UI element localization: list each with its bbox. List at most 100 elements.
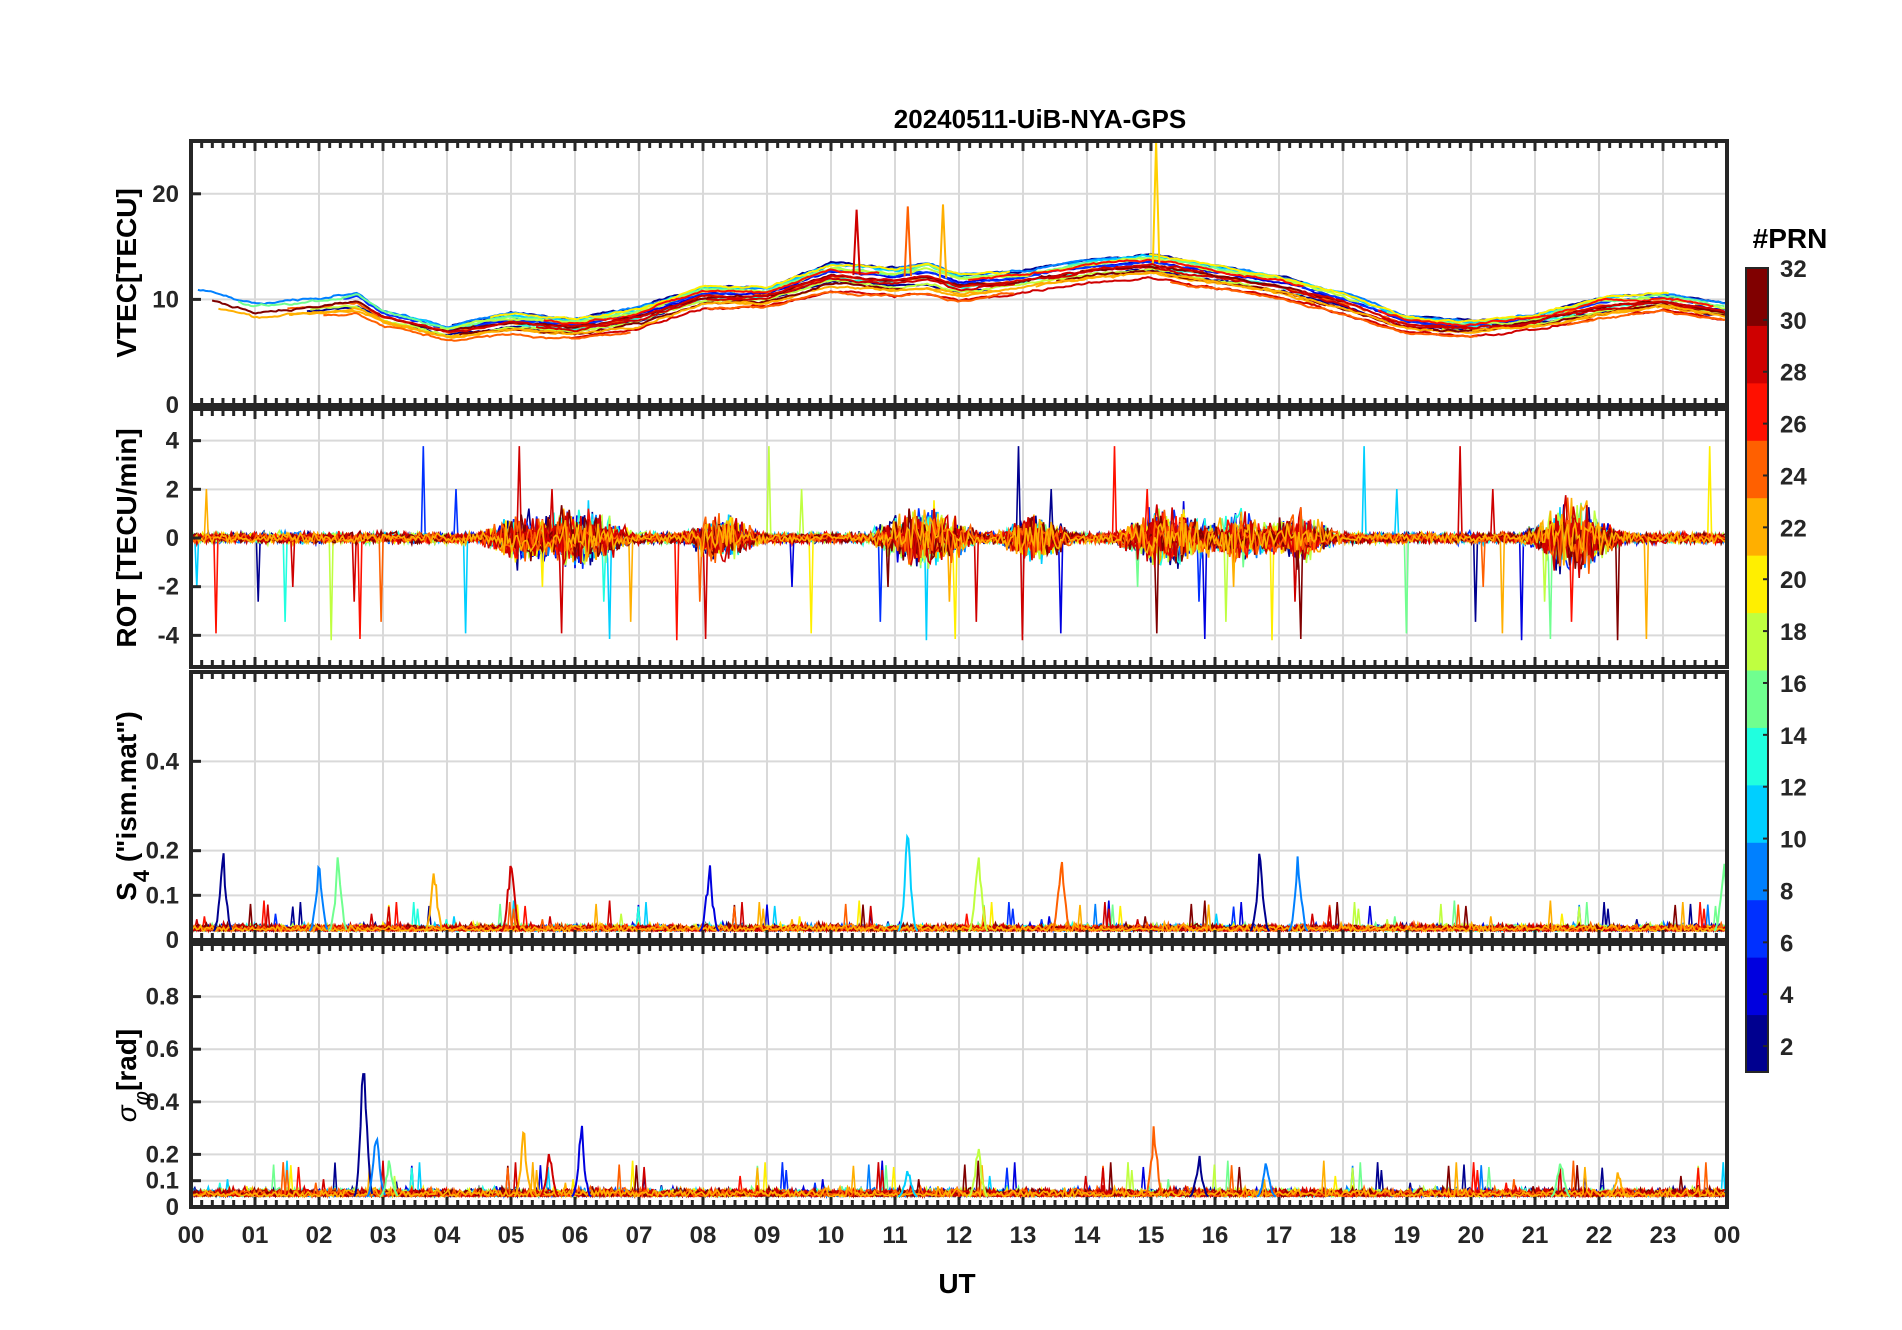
y-axis-label: S4 ("ism.mat") (111, 711, 154, 901)
y-axis-label: σφ[rad] (111, 1029, 154, 1122)
x-tick-label: 19 (1394, 1222, 1421, 1249)
x-tick-label: 22 (1586, 1222, 1613, 1249)
sigma_phi-spike (1608, 1172, 1629, 1198)
x-tick-label: 08 (690, 1222, 717, 1249)
colorbar-tick-label: 22 (1780, 515, 1807, 542)
vtec-series-line (968, 258, 1304, 288)
x-tick-label: 09 (754, 1222, 781, 1249)
y-tick-label: 4 (166, 428, 180, 455)
s4-spike (308, 864, 329, 932)
sigma_phi-spike (539, 1153, 560, 1198)
data-lines (191, 1073, 1726, 1200)
colorbar-segment (1746, 899, 1768, 958)
s4-spike (327, 857, 348, 932)
vtec-series-line (864, 271, 1434, 332)
sigma_phi-spike (1188, 1155, 1210, 1198)
sigma_phi-spike (1143, 1126, 1165, 1198)
vtec-spike (938, 204, 948, 279)
colorbar-tick-label: 8 (1780, 878, 1793, 905)
colorbar-tick-label: 16 (1780, 671, 1807, 698)
y-tick-label: 0.4 (146, 748, 180, 775)
y-tick-label: 0.8 (146, 984, 179, 1011)
y-tick-label: 0.1 (146, 882, 179, 909)
y-tick-label: 0.2 (146, 1141, 179, 1168)
y-tick-label: 0 (166, 1194, 179, 1221)
vtec-series-line (343, 291, 736, 331)
x-tick-label: 23 (1650, 1222, 1677, 1249)
s4-spike (897, 833, 919, 932)
colorbar-segment (1746, 497, 1768, 556)
x-tick-label: 18 (1330, 1222, 1357, 1249)
colorbar-segment (1746, 727, 1768, 786)
x-tick-label: 20 (1458, 1222, 1485, 1249)
s4-spike (1249, 853, 1271, 932)
colorbar-tick-label: 24 (1780, 463, 1807, 490)
x-tick-label: 03 (370, 1222, 397, 1249)
colorbar-frame (1745, 267, 1769, 1073)
y-axis-label: VTEC[TECU] (111, 188, 142, 358)
sigma_phi-spike (1550, 1163, 1571, 1198)
sigma_phi-spike (513, 1130, 535, 1198)
colorbar-tick-label: 10 (1780, 827, 1807, 854)
colorbar-tick-label: 20 (1780, 567, 1807, 594)
x-tick-label: 11 (882, 1222, 907, 1249)
panel-vtec: 0 10 20 VTEC[TECU] (111, 139, 1729, 419)
colorbar-segment (1746, 268, 1768, 326)
x-axis-label: UT (938, 1268, 975, 1299)
vtec-spike (1151, 141, 1161, 264)
vtec-series-line (218, 297, 787, 339)
sigma_phi-series-line (191, 1162, 1726, 1200)
y-axis-label: ROT [TECU/min] (111, 428, 142, 647)
x-tick-label: 02 (306, 1222, 333, 1249)
colorbar-tick-label: 2 (1780, 1034, 1793, 1061)
s4-spike (1713, 863, 1727, 932)
x-tick-label: 14 (1074, 1222, 1101, 1249)
colorbar-segment (1746, 1014, 1768, 1073)
s4-spike (1287, 856, 1309, 932)
vtec-series-line (543, 268, 880, 325)
colorbar-segment (1746, 325, 1768, 384)
vtec-series-line (1386, 293, 1725, 326)
chart-title: 20240511-UiB-NYA-GPS (894, 104, 1186, 134)
x-tick-label: 17 (1266, 1222, 1293, 1249)
x-tick-label: 13 (1010, 1222, 1037, 1249)
s4-spike (423, 873, 444, 932)
colorbar-segment (1746, 382, 1768, 441)
vtec-series-line (1472, 304, 1726, 332)
colorbar-label: #PRN (1753, 223, 1828, 254)
x-tick-label: 12 (946, 1222, 973, 1249)
y-tick-label: 2 (166, 476, 179, 503)
sigma_phi-spike (571, 1125, 592, 1198)
colorbar-segment (1746, 670, 1768, 728)
x-tick-label: 15 (1138, 1222, 1165, 1249)
y-tick-label: 0.2 (146, 838, 179, 865)
colorbar-segment (1746, 784, 1768, 843)
x-tick-label: 04 (434, 1222, 461, 1249)
colorbar-segment (1746, 957, 1768, 1016)
sigma_phi-spike (897, 1170, 918, 1198)
vtec-series-line (368, 262, 1204, 333)
s4-spike (500, 865, 522, 932)
s4-series-line (191, 900, 1726, 934)
s4-spike (212, 853, 233, 932)
y-tick-label: 0.1 (146, 1168, 179, 1195)
y-tick-label: 0 (166, 525, 179, 552)
vtec-series-line (706, 290, 1015, 310)
vtec-series-line (323, 311, 631, 342)
colorbar-tick-label: 14 (1780, 723, 1807, 750)
sigma_phi-spike (1256, 1163, 1277, 1198)
y-tick-label: 0.6 (146, 1036, 179, 1063)
colorbar-segment (1746, 612, 1768, 671)
vtec-series-line (1301, 290, 1727, 330)
y-tick-label: 20 (152, 181, 179, 208)
x-tick-label: 07 (626, 1222, 653, 1249)
rot-series-line (191, 509, 1726, 640)
data-lines (191, 446, 1726, 641)
x-tick-label: 21 (1522, 1222, 1549, 1249)
colorbar-tick-label: 6 (1780, 930, 1793, 957)
vtec-series-line (1149, 253, 1670, 324)
x-tick-label: 00 (1714, 1222, 1741, 1249)
panel-sigma_phi: 00.10.2 0.4 0.6 0.8 σφ[rad] (111, 942, 1729, 1221)
